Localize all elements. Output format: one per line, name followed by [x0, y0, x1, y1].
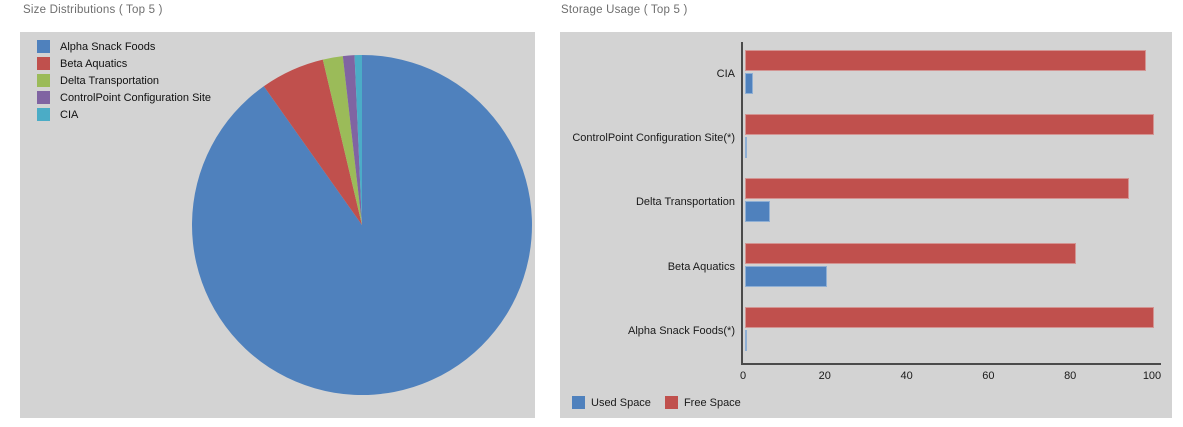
legend-swatch [572, 396, 585, 409]
x-tick-label-80: 80 [1064, 370, 1077, 382]
x-tick-label-60: 60 [982, 370, 995, 382]
pie-chart-title: Size Distributions ( Top 5 ) [23, 4, 163, 16]
free-space-bar-delta-transportation [745, 178, 1130, 200]
legend-swatch [664, 396, 678, 409]
x-tick-label-20: 20 [818, 370, 831, 382]
x-axis-line [741, 363, 1161, 365]
legend-swatch [37, 108, 50, 121]
bar-chart-panel: CIA ControlPoint Configuration Site(*) Del… [560, 32, 1172, 418]
pie-legend-item-alpha-snack-foods: Alpha Snack Foods [37, 40, 211, 54]
free-space-bar-controlpoint-configuration-site [745, 114, 1154, 136]
category-label-beta-aquatics: Beta Aquatics [667, 260, 735, 273]
legend-label: Alpha Snack Foods [60, 41, 156, 53]
bar-legend-item-used-space: Used Space [572, 396, 651, 409]
legend-swatch [37, 91, 50, 104]
category-label-cia: CIA [716, 68, 735, 80]
category-label-controlpoint-configuration-site: ControlPoint Configuration Site(*) [572, 132, 735, 145]
pie-slice-controlpoint-configuration-site [342, 55, 362, 225]
x-tick-label-40: 40 [900, 370, 913, 382]
free-space-bar-beta-aquatics [745, 242, 1077, 264]
bar-legend-item-free-space: Free Space [664, 396, 741, 409]
x-tick-label-0: 0 [739, 370, 747, 382]
used-space-bar-beta-aquatics [745, 265, 827, 287]
pie-chart-panel: Alpha Snack Foods Beta Aquatics Delta Tran… [20, 32, 535, 418]
legend-swatch [37, 40, 50, 53]
y-axis-line [741, 42, 743, 365]
pie-legend-item-beta-aquatics: Beta Aquatics [37, 57, 211, 71]
legend-label: Free Space [683, 396, 741, 409]
pie-slice-alpha-snack-foods [191, 55, 532, 395]
pie-slice-cia [354, 54, 362, 226]
pie-slice-delta-transportation [322, 56, 362, 226]
used-space-bar-alpha-snack-foods [745, 329, 747, 351]
legend-label: Delta Transportation [60, 75, 160, 87]
pie-legend-item-cia: CIA [37, 108, 211, 122]
pie-legend: Alpha Snack Foods Beta Aquatics Delta Tran… [37, 40, 211, 125]
free-space-bar-cia [745, 50, 1146, 71]
category-label-alpha-snack-foods: Alpha Snack Foods(*) [628, 324, 735, 337]
pie-legend-item-delta-transportation: Delta Transportation [37, 74, 211, 88]
pie-chart [191, 54, 532, 395]
used-space-bar-controlpoint-configuration-site [745, 137, 747, 159]
legend-label: CIA [60, 109, 79, 121]
pie-legend-item-controlpoint-configuration-site: ControlPoint Configuration Site [37, 91, 211, 105]
legend-label: ControlPoint Configuration Site [60, 92, 212, 104]
bar-chart-title: Storage Usage ( Top 5 ) [561, 4, 688, 16]
pie-slice-beta-aquatics [263, 59, 362, 225]
legend-swatch [37, 74, 50, 87]
category-label-delta-transportation: Delta Transportation [635, 196, 735, 209]
used-space-bar-delta-transportation [745, 201, 770, 223]
legend-label: Beta Aquatics [60, 58, 128, 70]
legend-swatch [37, 57, 50, 70]
bar-legend: Used Space Free Space [572, 396, 755, 409]
used-space-bar-cia [745, 73, 754, 94]
free-space-bar-alpha-snack-foods [745, 306, 1154, 328]
x-tick-label-100: 100 [1142, 370, 1162, 382]
legend-label: Used Space [591, 396, 651, 409]
